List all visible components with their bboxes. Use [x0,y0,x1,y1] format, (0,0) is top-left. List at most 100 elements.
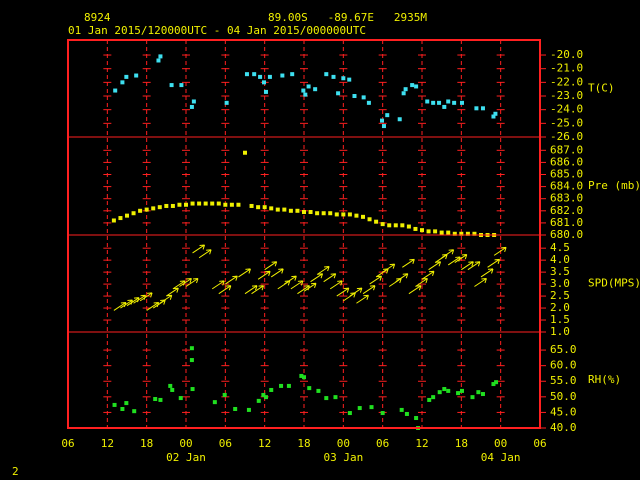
y-tick-label: 4.5 [550,241,570,254]
data-point [261,392,266,397]
y-tick-label: 685.0 [550,168,583,181]
data-point [472,231,477,236]
wind-arrow [192,244,206,254]
data-point [459,231,464,236]
x-tick-label: 18 [140,437,153,450]
wind-arrow [402,258,415,268]
wind-arrow [244,285,258,295]
data-point [249,203,254,208]
data-point [406,224,411,229]
data-point [401,91,406,96]
wind-arrow [362,285,376,295]
data-point [459,388,464,393]
data-point [307,386,312,391]
data-point [357,406,362,411]
data-point [131,211,136,216]
data-point [222,392,227,397]
data-point [190,387,195,392]
period: 01 Jan 2015/120000UTC - 04 Jan 2015/0000… [68,24,366,37]
data-point [282,207,287,212]
x-tick-label: 06 [219,437,232,450]
wind-arrow [395,273,409,283]
data-point [446,99,451,104]
data-point [301,88,306,93]
data-point [452,231,457,236]
data-point [380,118,385,123]
data-point [124,401,129,406]
data-point [303,92,308,97]
wind-arrow [493,246,507,256]
data-point [437,390,442,395]
y-tick-label: 40.0 [550,421,577,434]
data-point [286,383,291,388]
data-point [399,407,404,412]
data-point [433,229,438,234]
wind-arrow [251,285,265,295]
data-point [410,83,415,88]
data-point [380,411,385,416]
data-point [426,229,431,234]
data-point [170,203,175,208]
data-point [446,230,451,235]
data-point [480,106,485,111]
y-axis-label: SPD(MPS) [588,277,640,290]
data-point [210,201,215,206]
wind-arrow [257,270,271,280]
data-point [302,375,306,380]
y-tick-label: 50.0 [550,390,577,403]
y-axis-label: T(C) [588,82,615,95]
data-point [295,208,300,213]
wind-arrow [323,273,337,283]
y-axis-label: RH(%) [588,373,621,386]
data-point [459,100,464,105]
data-point [156,58,161,63]
y-tick-label: 55.0 [550,374,577,387]
wind-arrow [461,261,474,271]
wind-arrow [185,277,199,287]
data-point [243,150,247,155]
wind-arrow [474,277,487,287]
data-point [437,100,442,105]
data-point [333,395,338,400]
x-tick-label: 18 [455,437,468,450]
data-point [328,211,333,216]
data-point [413,226,418,231]
plot-frame [67,39,541,429]
data-point [404,411,409,416]
data-point [223,202,228,207]
data-point [153,397,158,402]
data-point [400,223,405,228]
x-tick-label: 12 [101,437,114,450]
data-point [369,405,374,410]
data-point [403,87,408,92]
data-point [336,91,341,96]
data-point [113,88,118,93]
wind-arrow [356,294,369,304]
data-point [299,373,304,378]
wind-arrow [211,280,225,290]
data-point [414,84,419,89]
data-point [263,395,268,400]
data-point [246,407,251,412]
wind-arrow [264,261,278,271]
data-point [446,388,451,393]
data-point [244,72,249,77]
data-point [184,202,188,207]
data-point [197,201,202,206]
data-point [439,230,444,235]
data-point [493,111,498,116]
data-point [151,206,156,211]
wind-arrow [487,258,501,268]
y-tick-label: 45.0 [550,405,577,418]
x-tick-label: 06 [376,437,389,450]
y-tick-label: 1.0 [550,325,570,338]
data-point [361,214,365,219]
data-point [374,219,379,224]
data-point [290,72,295,77]
data-point [321,211,326,216]
data-point [262,205,267,210]
y-tick-label: 65.0 [550,343,577,356]
data-point [236,202,241,207]
y-tick-label: 686.0 [550,155,583,168]
data-point [212,400,217,405]
